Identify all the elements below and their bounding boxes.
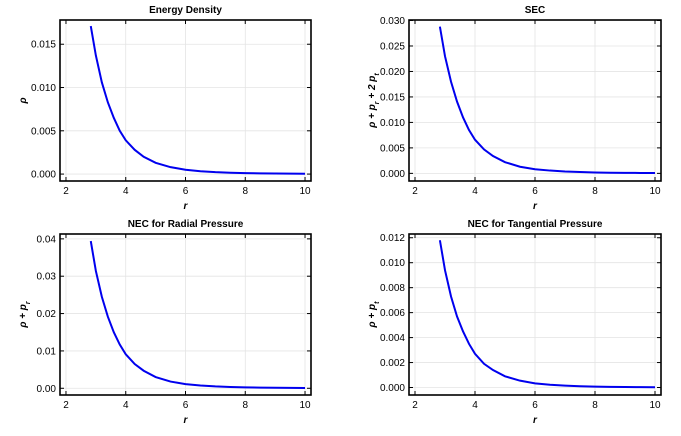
chart-title: Energy Density	[149, 5, 222, 16]
x-tick-label: 4	[123, 400, 129, 411]
chart-title: SEC	[525, 5, 546, 16]
y-tick-label: 0.000	[31, 170, 56, 181]
x-tick-label: 10	[299, 186, 311, 197]
x-tick-label: 10	[649, 186, 661, 197]
y-tick-label: 0.002	[380, 358, 405, 369]
y-tick-label: 0.000	[380, 383, 405, 394]
x-axis-label: r	[533, 201, 538, 212]
x-axis-label: r	[533, 415, 538, 426]
x-tick-label: 6	[183, 400, 189, 411]
x-tick-label: 2	[63, 186, 69, 197]
series-line	[438, 26, 656, 175]
x-tick-label: 8	[242, 400, 248, 411]
y-tick-label: 0.008	[380, 283, 405, 294]
x-tick-label: 4	[472, 400, 478, 411]
y-tick-label: 0.005	[31, 126, 56, 137]
y-tick-label: 0.010	[380, 118, 405, 129]
y-tick-label: 0.015	[380, 92, 405, 103]
panel-nec-tangential: 2 4 6 8 10 0.000 0.002 0.004 0.006 0.008 0.010 0.01…	[367, 219, 662, 426]
x-tick-label: 6	[532, 186, 538, 197]
y-axis-label: ρ + pr	[18, 300, 32, 329]
panel-energy-density: 2 4 6 8 10 0.000 0.005 0.010 0.015 Energy Density…	[18, 5, 312, 212]
x-tick-label: 4	[123, 186, 129, 197]
y-axis-label: ρ + pr + 2 pt	[367, 73, 381, 129]
y-tick-label: 0.010	[31, 83, 56, 94]
series-line	[89, 25, 306, 175]
y-tick-label: 0.020	[380, 67, 405, 78]
x-tick-label: 2	[63, 400, 69, 411]
y-tick-label: 0.015	[31, 40, 56, 51]
x-axis-label: r	[184, 415, 189, 426]
y-tick-label: 0.006	[380, 308, 405, 319]
x-tick-label: 6	[183, 186, 189, 197]
x-tick-label: 2	[412, 400, 418, 411]
y-tick-label: 0.030	[380, 16, 405, 27]
chart-title: NEC for Radial Pressure	[128, 219, 244, 230]
y-tick-label: 0.02	[37, 309, 57, 320]
y-tick-label: 0.010	[380, 258, 405, 269]
y-tick-label: 0.005	[380, 143, 405, 154]
x-tick-label: 8	[592, 400, 598, 411]
panel-nec-radial: 2 4 6 8 10 0.00 0.01 0.02 0.03 0.04 NEC for Radial…	[18, 219, 312, 426]
chart-title: NEC for Tangential Pressure	[468, 219, 603, 230]
x-tick-label: 4	[472, 186, 478, 197]
y-tick-label: 0.01	[37, 346, 57, 357]
series-line	[438, 240, 656, 389]
y-tick-label: 0.012	[380, 233, 405, 244]
series-line	[89, 240, 306, 389]
x-tick-label: 6	[532, 400, 538, 411]
x-tick-label: 8	[592, 186, 598, 197]
x-axis-label: r	[184, 201, 189, 212]
y-tick-label: 0.04	[37, 234, 57, 245]
y-tick-label: 0.00	[37, 384, 57, 395]
x-tick-label: 10	[649, 400, 661, 411]
x-tick-label: 10	[299, 400, 311, 411]
x-tick-label: 8	[242, 186, 248, 197]
y-axis-label: ρ + pt	[367, 301, 381, 329]
y-tick-label: 0.025	[380, 41, 405, 52]
y-tick-label: 0.004	[380, 333, 405, 344]
y-tick-label: 0.000	[380, 169, 405, 180]
y-axis-label: ρ	[18, 97, 29, 104]
x-tick-label: 2	[412, 186, 418, 197]
y-tick-label: 0.03	[37, 272, 57, 283]
panel-sec: 2 4 6 8 10 0.000 0.005 0.010 0.015 0.020 0.025 0.03…	[367, 5, 662, 212]
